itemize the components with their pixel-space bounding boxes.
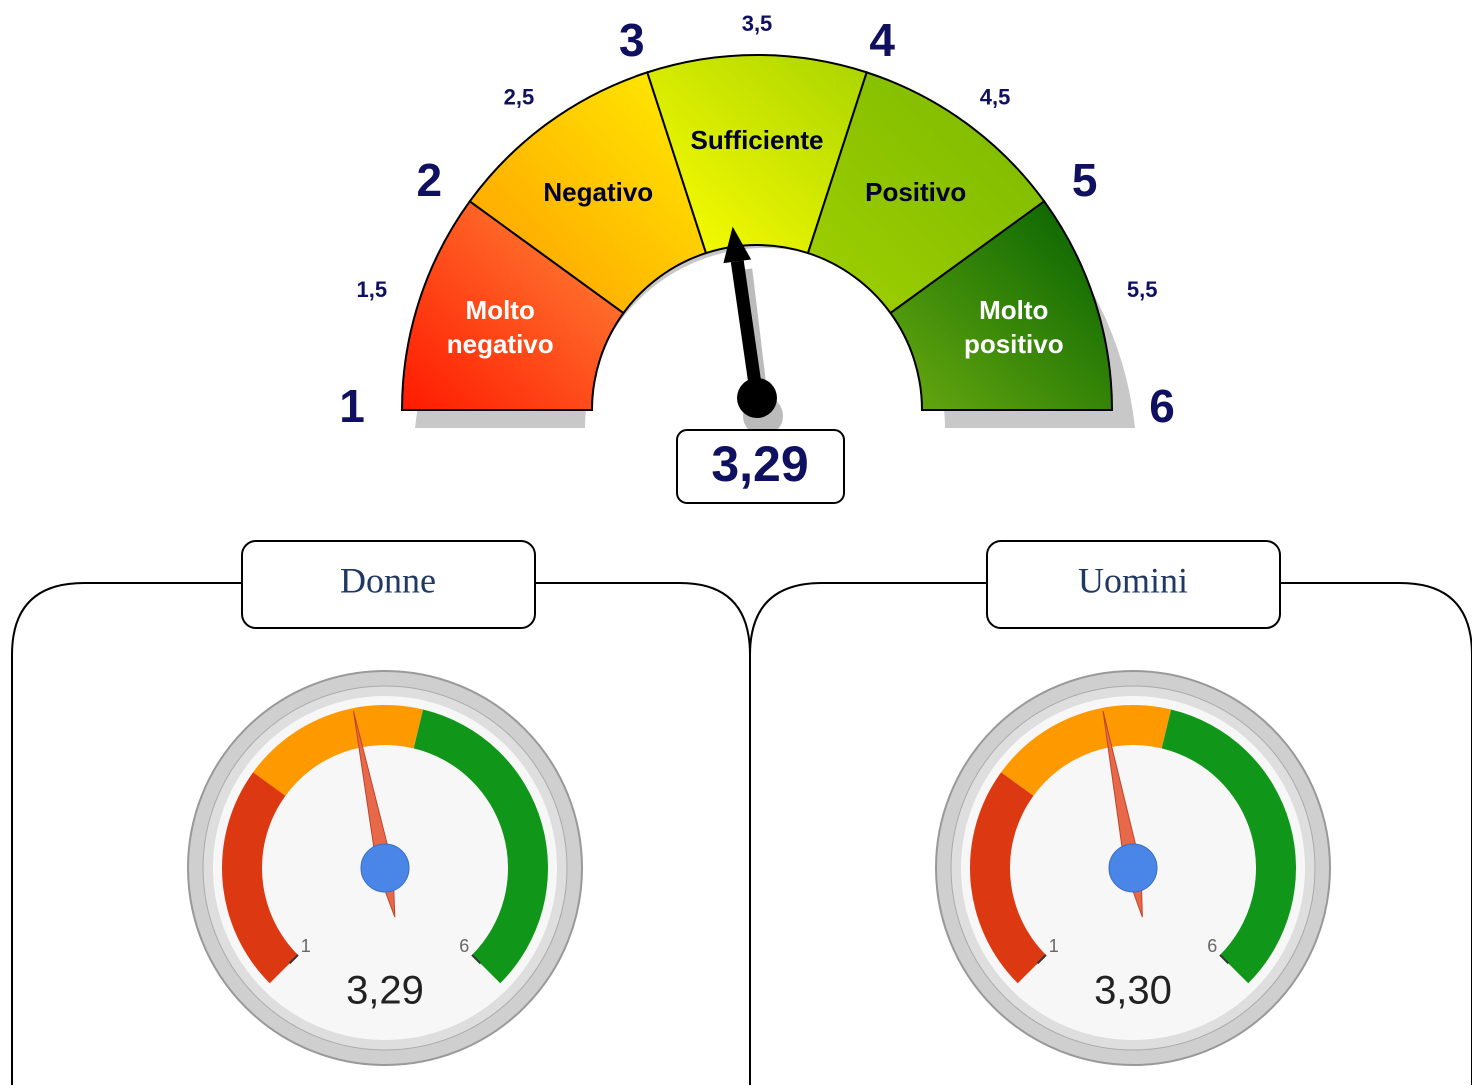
dial-band (1161, 709, 1296, 984)
band-label: Molto negativo (446, 294, 554, 359)
tick-label: 5 (1072, 154, 1098, 206)
tick-label: 2 (417, 154, 443, 206)
dial-tick-label: 6 (1207, 936, 1217, 956)
dial-value: 3,30 (1094, 969, 1172, 1013)
dial-tick-label: 6 (459, 936, 469, 956)
band-label: Sufficiente (690, 125, 824, 155)
dial-band (1001, 705, 1172, 796)
dial-tick (471, 954, 482, 965)
tick-label: 3 (619, 14, 645, 66)
gauge-band (468, 71, 708, 315)
title-box (986, 540, 1281, 629)
tick-label: 4,5 (980, 84, 1011, 109)
band-label: Negativo (543, 176, 654, 207)
gauge-band (889, 199, 1114, 411)
dial-value: 3,29 (346, 969, 424, 1013)
needle (730, 260, 764, 399)
gauge-band (806, 71, 1046, 315)
dial-band (222, 772, 299, 984)
needle-head (723, 226, 752, 264)
value-box (676, 429, 845, 504)
panel-title: Donne (340, 560, 436, 600)
tick-label: 2,5 (504, 84, 535, 109)
tick-label: 5,5 (1127, 277, 1158, 302)
band-label: Positivo (865, 176, 967, 207)
dial-band (413, 709, 548, 984)
tick-label: 1 (339, 380, 365, 432)
dial-tick (1219, 954, 1230, 965)
needle-hub (737, 378, 777, 418)
dial-tick (1036, 954, 1047, 965)
gauge-band (400, 199, 625, 411)
dial-hub (1108, 843, 1158, 893)
dial-tick-label: 1 (1049, 936, 1059, 956)
title-box (241, 540, 536, 629)
tick-label: 3,5 (742, 11, 773, 36)
tick-label: 4 (869, 14, 895, 66)
tick-label: 6 (1149, 380, 1175, 432)
tick-label: 1,5 (357, 277, 388, 302)
gauge-value: 3,29 (711, 436, 808, 492)
dial-band (253, 705, 424, 796)
dial-band (969, 772, 1047, 984)
panel-title: Uomini (1078, 560, 1188, 600)
dial-hub (360, 843, 410, 893)
dial-tick (288, 954, 299, 965)
band-label: Molto positivo (963, 294, 1064, 359)
dial-tick-label: 1 (301, 936, 311, 956)
